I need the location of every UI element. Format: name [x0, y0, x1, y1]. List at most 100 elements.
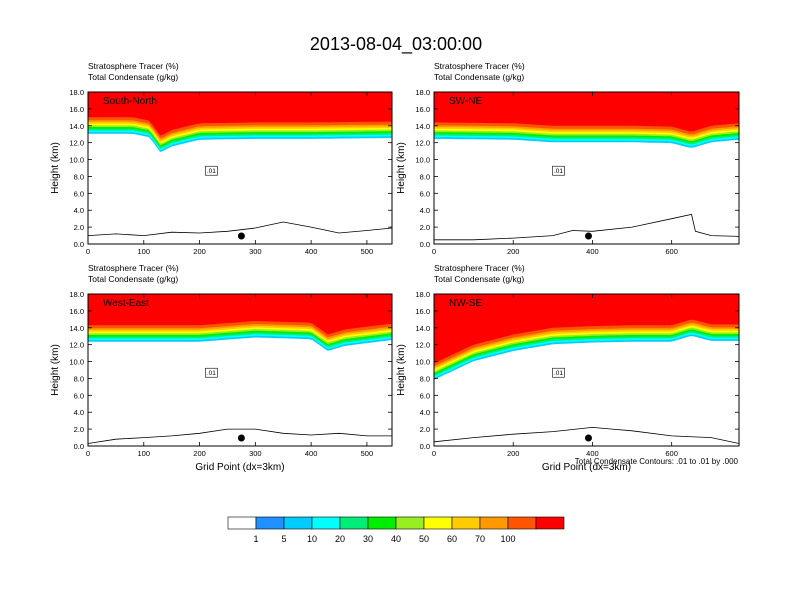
y-tick-label: 2.0: [420, 223, 430, 232]
x-tick-label: 200: [507, 247, 520, 256]
y-tick-label: 4.0: [74, 408, 84, 417]
x-tick-label: 200: [193, 247, 206, 256]
location-dot: [237, 434, 245, 442]
y-tick-label: 12.0: [415, 139, 430, 148]
location-dot: [237, 232, 245, 240]
y-tick-label: 18.0: [415, 88, 430, 97]
y-tick-label: 6.0: [74, 189, 84, 198]
colorbar-swatch: [283, 516, 313, 530]
y-tick-label: 0.0: [74, 442, 84, 451]
x-tick-label: 300: [249, 247, 262, 256]
y-tick-label: 6.0: [74, 391, 84, 400]
y-tick-label: 16.0: [69, 105, 84, 114]
colorbar-label: 20: [335, 534, 345, 544]
location-dot: [584, 434, 592, 442]
contour-label-text: .01: [554, 370, 563, 377]
colorbar-label: 10: [307, 534, 317, 544]
colorbar-swatch: [423, 516, 453, 530]
y-tick-label: 10.0: [69, 358, 84, 367]
x-tick-label: 600: [665, 247, 678, 256]
colorbar-swatch: [535, 516, 565, 530]
colorbar-swatch: [395, 516, 425, 530]
colorbar-swatch: [255, 516, 285, 530]
x-tick-label: 500: [361, 247, 374, 256]
plot-area: [88, 92, 392, 244]
contour-label: .01: [552, 165, 565, 176]
tracer-band: [434, 294, 739, 364]
y-tick-label: 18.0: [69, 290, 84, 299]
y-tick-label: 12.0: [415, 341, 430, 350]
y-tick-label: 0.0: [74, 240, 84, 249]
panel-sw-ne: SW-NE Stratosphere Tracer (%)Total Conden…: [396, 61, 740, 256]
y-tick-label: 14.0: [69, 122, 84, 131]
y-tick-label: 18.0: [69, 88, 84, 97]
contour-label-text: .01: [207, 370, 216, 377]
plot-frame: [433, 293, 740, 447]
plot-frame: [87, 293, 393, 447]
colorbar-swatch: [451, 516, 481, 530]
panel-west-east: West-East Stratosphere Tracer (%)Total Co…: [50, 263, 393, 473]
panel-south-north: South-North Stratosphere Tracer (%)Total …: [50, 61, 393, 256]
panel-label: SW-NE: [449, 96, 482, 107]
y-tick-label: 2.0: [74, 425, 84, 434]
y-tick-label: 6.0: [420, 189, 430, 198]
colorbar: 1 5 10 20 30 40 50 60 70 100: [227, 516, 565, 544]
x-tick-label: 100: [138, 449, 151, 458]
y-tick-label: 8.0: [74, 374, 84, 383]
colorbar-swatch: [507, 516, 537, 530]
plot-area: [434, 294, 739, 446]
tracer-band: [88, 294, 392, 335]
colorbar-label: 50: [419, 534, 429, 544]
y-tick-label: 16.0: [69, 307, 84, 316]
colorbar-swatch: [227, 516, 257, 530]
panel-title-condensate: Total Condensate (g/kg): [434, 72, 524, 82]
contour-label-text: .01: [207, 168, 216, 175]
figure-title: 2013-08-04_03:00:00: [310, 34, 482, 55]
contour-label-box: [205, 367, 218, 378]
y-tick-label: 10.0: [415, 358, 430, 367]
y-tick-label: 2.0: [420, 425, 430, 434]
colorbar-swatch: [479, 516, 509, 530]
x-tick-label: 400: [305, 247, 318, 256]
terrain-line: [88, 221, 392, 237]
y-tick-label: 10.0: [415, 156, 430, 165]
y-tick-label: 14.0: [415, 122, 430, 131]
y-tick-label: 8.0: [74, 172, 84, 181]
contour-label-box: [552, 165, 565, 176]
terrain-line: [88, 428, 392, 444]
contour-label-box: [205, 165, 218, 176]
colorbar-swatch: [311, 516, 341, 530]
location-dot: [584, 232, 592, 240]
y-tick-label: 0.0: [420, 442, 430, 451]
panel-title-tracer: Stratosphere Tracer (%): [434, 61, 525, 71]
y-tick-label: 8.0: [420, 172, 430, 181]
plot-area: [88, 294, 392, 446]
panel-label: NW-SE: [449, 298, 482, 309]
colorbar-label: 40: [391, 534, 401, 544]
y-tick-label: 14.0: [415, 324, 430, 333]
contour-note: Total Condensate Contours: .01 to .01 by…: [575, 457, 739, 466]
y-tick-label: 14.0: [69, 324, 84, 333]
plot-frame: [433, 91, 740, 245]
y-axis-label: Height (km): [50, 344, 61, 396]
tracer-band: [434, 92, 739, 132]
plot-frame: [87, 91, 393, 245]
colorbar-swatch: [367, 516, 397, 530]
contour-label-text: .01: [554, 168, 563, 175]
x-tick-label: 0: [86, 247, 90, 256]
y-tick-label: 2.0: [74, 223, 84, 232]
panel-title-condensate: Total Condensate (g/kg): [434, 274, 524, 284]
y-tick-label: 12.0: [69, 139, 84, 148]
x-tick-label: 400: [586, 247, 599, 256]
y-tick-label: 10.0: [69, 156, 84, 165]
x-tick-label: 200: [507, 449, 520, 458]
colorbar-label: 1: [253, 534, 258, 544]
panel-title-condensate: Total Condensate (g/kg): [88, 72, 178, 82]
y-tick-label: 18.0: [415, 290, 430, 299]
colorbar-swatch: [339, 516, 369, 530]
y-axis-label: Height (km): [396, 344, 407, 396]
panel-title-tracer: Stratosphere Tracer (%): [88, 263, 179, 273]
y-tick-label: 4.0: [420, 206, 430, 215]
x-tick-label: 600: [665, 449, 678, 458]
